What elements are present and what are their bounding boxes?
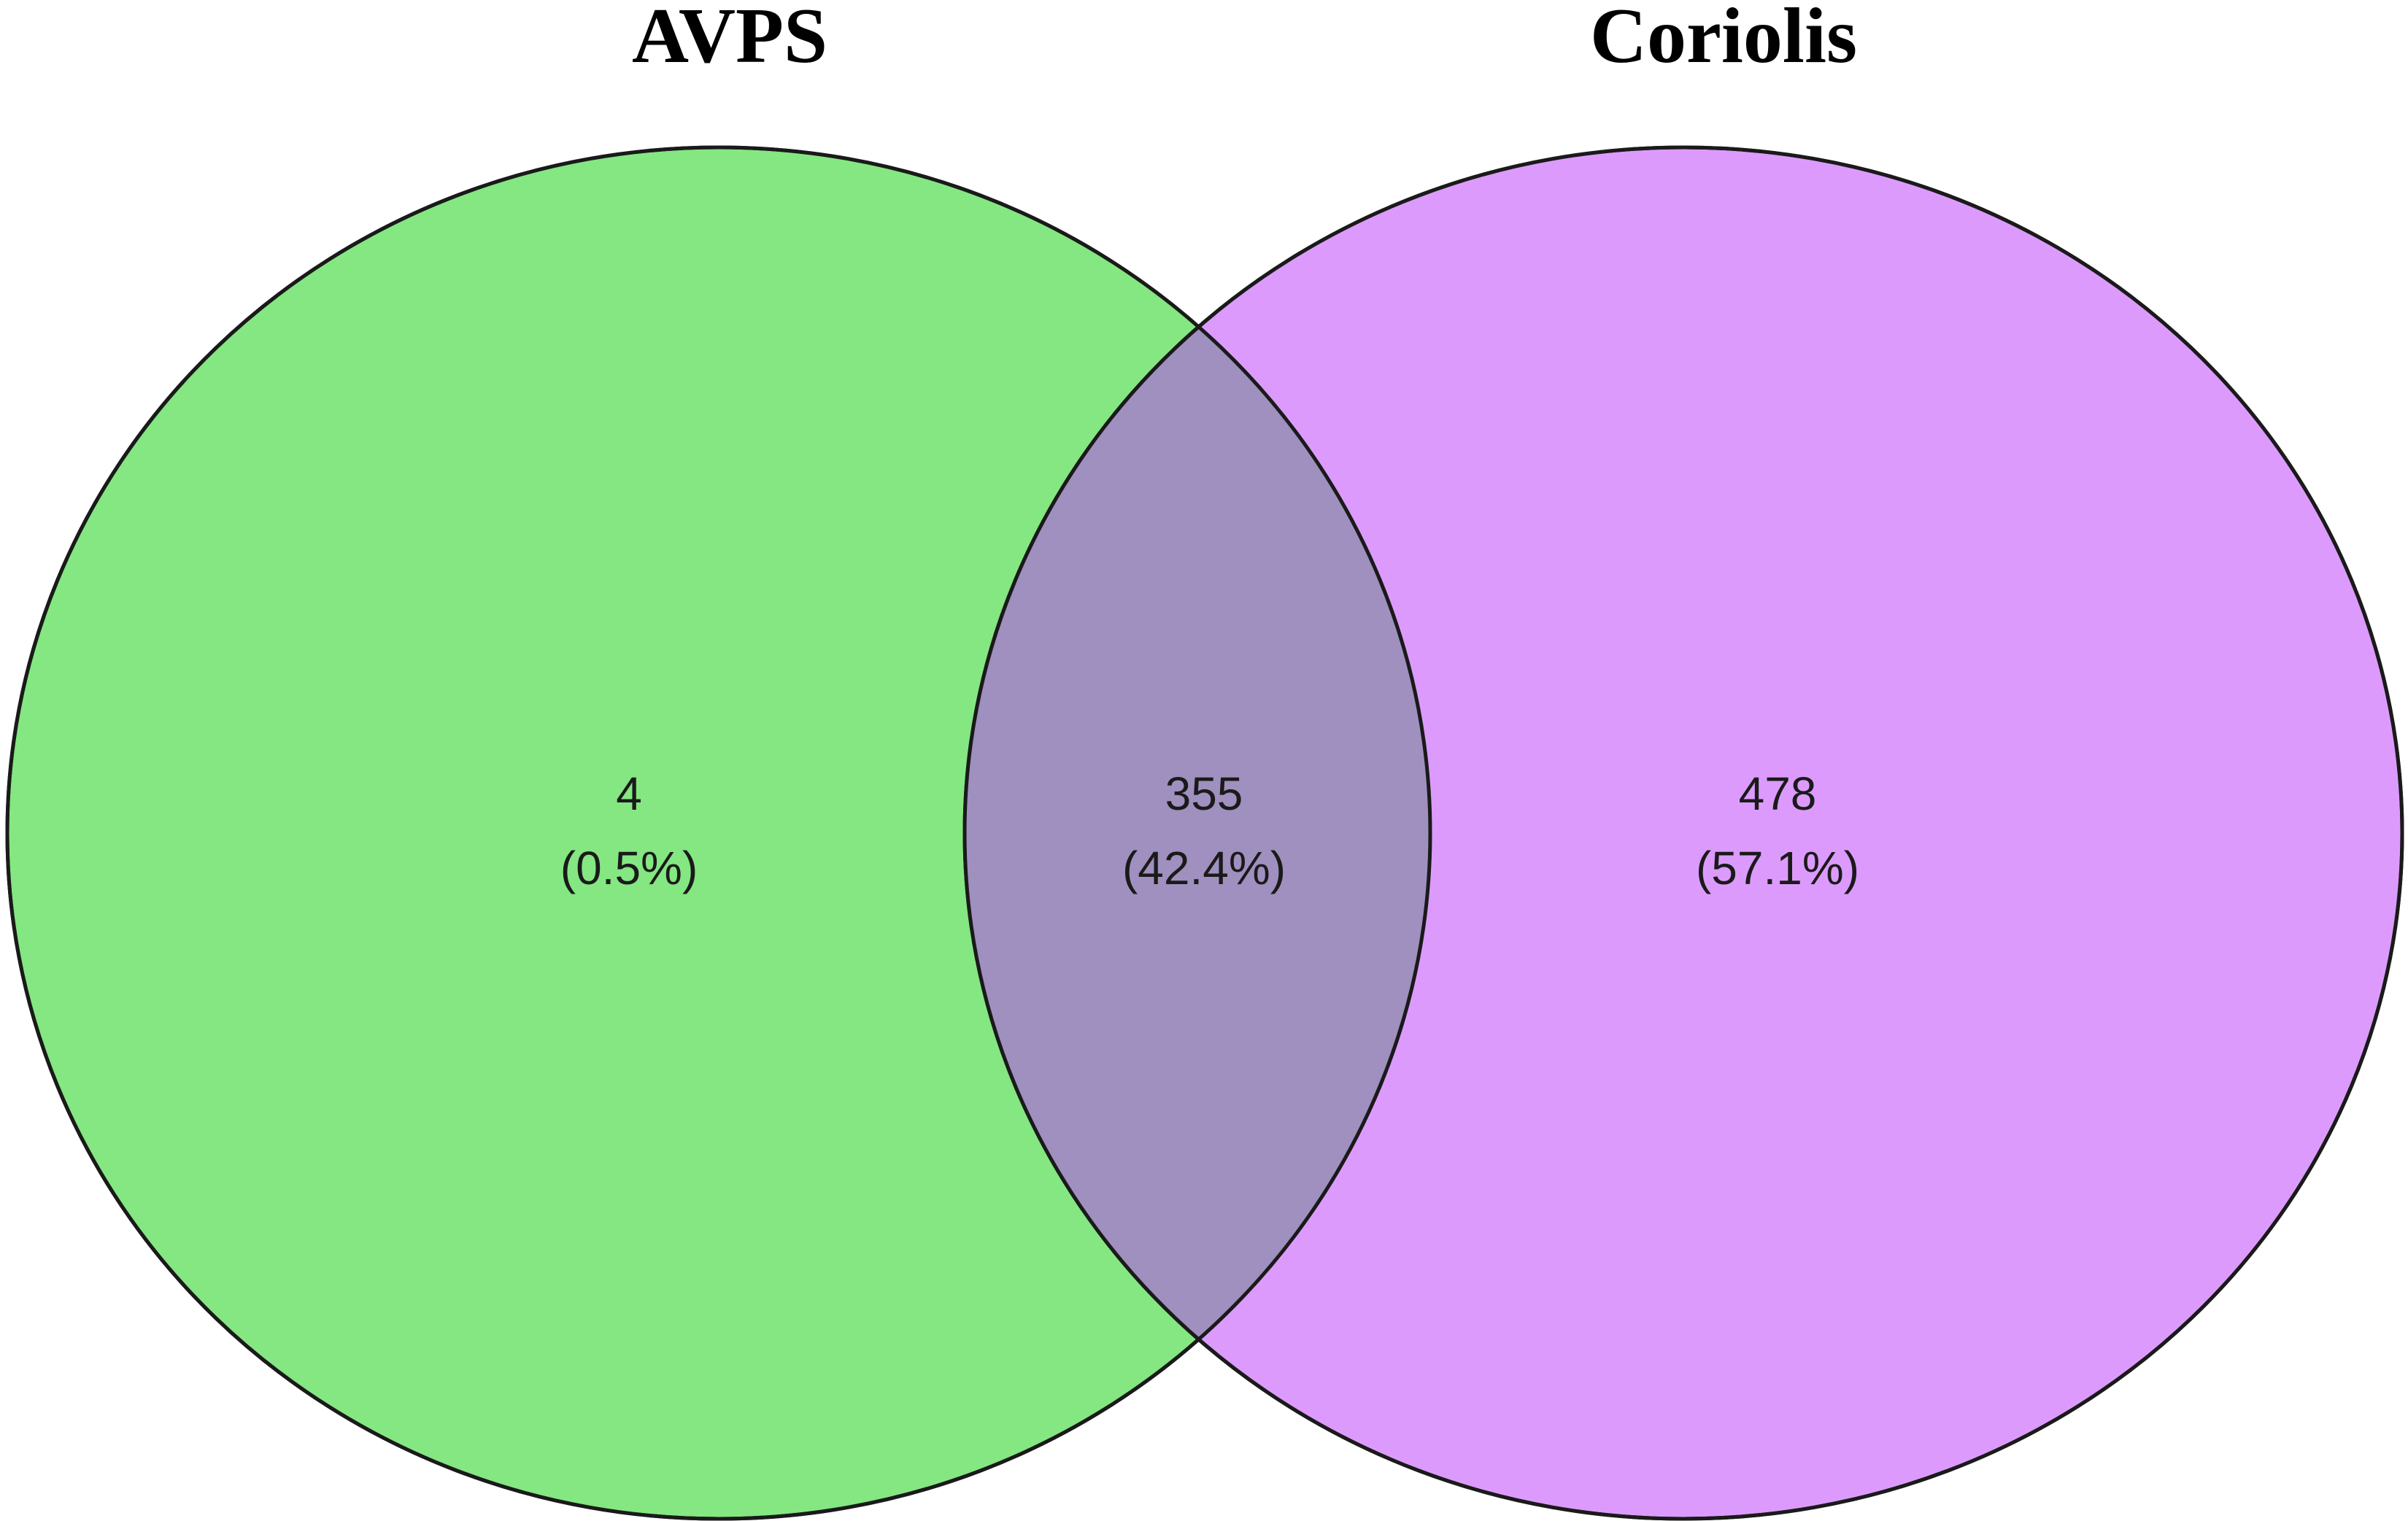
overlap-region (965, 147, 1430, 1519)
region-avps-only-percent: (0.5%) (560, 842, 698, 894)
region-overlap-percent: (42.4%) (1122, 842, 1286, 894)
region-coriolis-only-percent: (57.1%) (1696, 842, 1859, 894)
region-avps-only-count: 4 (616, 767, 642, 820)
region-coriolis-only-count: 478 (1739, 767, 1817, 820)
coriolis-circle-outline (962, 145, 2404, 1521)
set-title-avps: AVPS (632, 0, 827, 80)
region-overlap-count: 355 (1165, 767, 1243, 820)
set-title-coriolis: Coriolis (1590, 0, 1857, 80)
avps-circle-outline (5, 145, 1432, 1521)
